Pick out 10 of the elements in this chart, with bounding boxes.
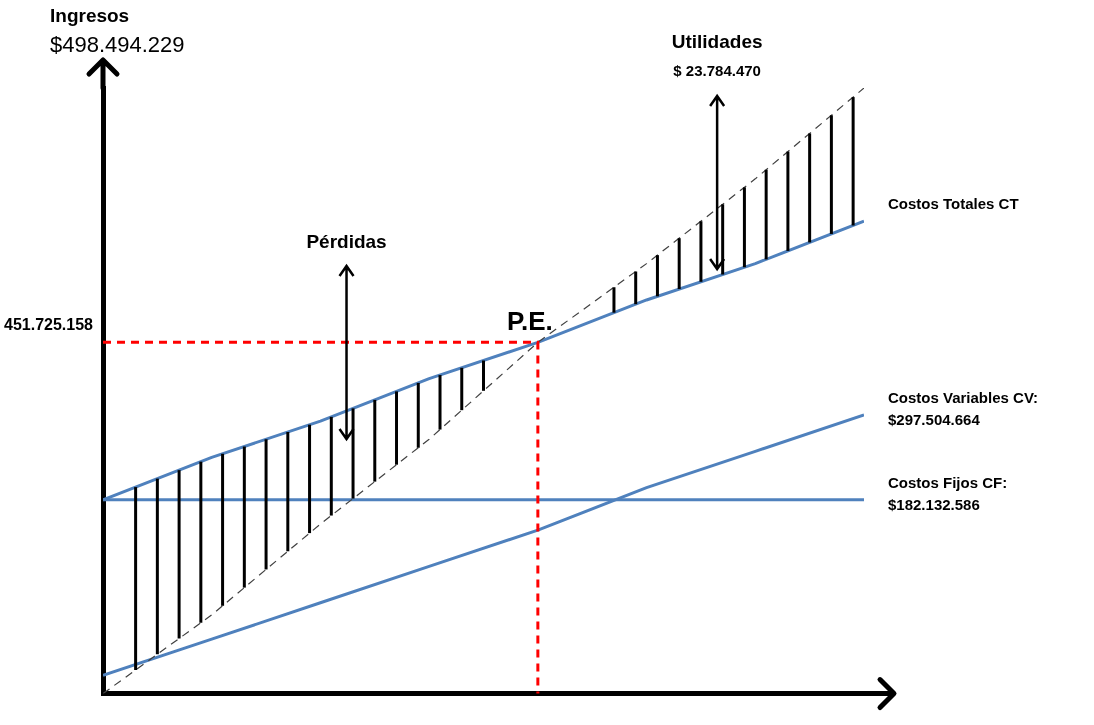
series-label: Costos Totales CT bbox=[888, 195, 1019, 213]
y-axis-title: Ingresos bbox=[50, 5, 130, 26]
text: $498.494.229 bbox=[50, 32, 185, 57]
annotation: P.E. bbox=[506, 306, 553, 337]
series-label: Costos Variables CV: $297.504.664 bbox=[888, 389, 1039, 429]
text: $ 23.784.470 bbox=[673, 62, 761, 79]
series-label: Costos Fijos CF: $182.132.586 bbox=[888, 473, 1008, 513]
text: 451.725.158 bbox=[4, 316, 94, 334]
text: Utilidades bbox=[671, 31, 763, 52]
annotation: Pérdidas bbox=[306, 231, 387, 252]
